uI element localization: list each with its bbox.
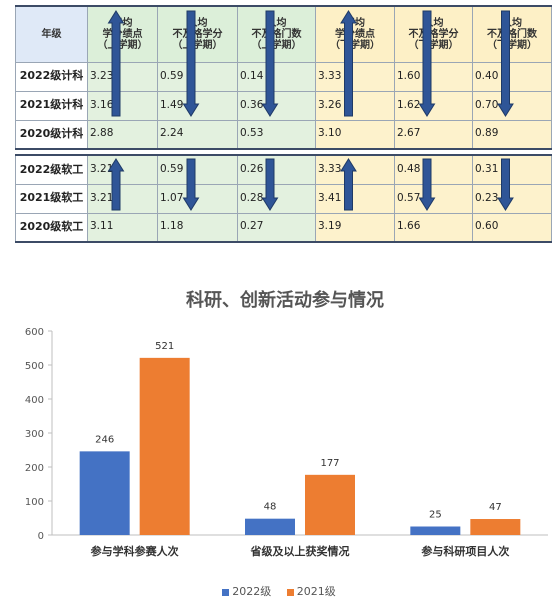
data-label: 177 bbox=[320, 458, 339, 469]
category-label: 参与学科参赛人次 bbox=[91, 544, 179, 558]
activity-chart: 科研、创新活动参与情况 0 100 200 300 400 500 600 246 521 参与学… bbox=[0, 280, 558, 599]
table-cell: 3.21 bbox=[87, 183, 158, 214]
bar-2022级 bbox=[410, 526, 461, 535]
header-fail-courses-first: 人均 不及格门数 （上学期） bbox=[237, 5, 316, 63]
data-label: 47 bbox=[489, 502, 502, 513]
header-year: 年级 bbox=[15, 5, 88, 63]
table-cell: 3.26 bbox=[315, 90, 395, 121]
header-fail-credits-first: 人均 不及格学分 （上学期） bbox=[157, 5, 238, 63]
table-cell: 0.53 bbox=[237, 119, 316, 150]
data-label: 48 bbox=[264, 502, 277, 513]
y-tick-label: 600 bbox=[25, 327, 44, 338]
chart-title: 科研、创新活动参与情况 bbox=[186, 290, 384, 311]
legend-item-2021: 2021级 bbox=[286, 583, 336, 599]
table-row: 2022级计科 3.23 0.59 0.14 3.33 1.60 0.40 bbox=[15, 61, 552, 92]
chart-plot: 0 100 200 300 400 500 600 246 521 参与学科参赛人次 48 177 省级… bbox=[25, 327, 548, 558]
table-cell: 3.33 bbox=[315, 61, 395, 92]
bar-2021级 bbox=[305, 474, 355, 535]
data-label: 246 bbox=[95, 434, 114, 445]
y-tick-label: 500 bbox=[25, 361, 44, 372]
table-cell: 3.23 bbox=[87, 61, 158, 92]
table-cell: 1.07 bbox=[157, 183, 238, 214]
table-cell: 0.59 bbox=[157, 154, 238, 185]
header-fail-courses-second: 人均 不及格门数 （下学期） bbox=[472, 5, 552, 63]
legend-swatch-2022 bbox=[222, 588, 230, 596]
table-cell: 3.41 bbox=[315, 183, 395, 214]
table-cell: 0.31 bbox=[472, 154, 552, 185]
data-label: 25 bbox=[429, 510, 442, 521]
row-label: 2020级软工 bbox=[15, 212, 88, 243]
score-tables: 年级 平均 学分绩点 （上学期） 人均 不及格学分 （上学期） 人均 不及格门数 （上学期）… bbox=[15, 5, 552, 243]
legend-item-2022: 2022级 bbox=[222, 583, 271, 599]
table-cell: 0.48 bbox=[394, 154, 473, 185]
table-cell: 2.88 bbox=[87, 119, 158, 150]
row-label: 2021级软工 bbox=[15, 183, 88, 214]
table-cell: 0.89 bbox=[472, 119, 552, 150]
table-row: 2021级计科 3.16 1.49 0.36 3.26 1.62 0.70 bbox=[15, 90, 552, 121]
category-label: 参与科研项目人次 bbox=[421, 544, 509, 558]
table-cell: 0.70 bbox=[472, 90, 552, 121]
row-label: 2021级计科 bbox=[15, 90, 88, 121]
y-tick-label: 200 bbox=[25, 463, 44, 474]
table-cell: 0.60 bbox=[472, 212, 552, 243]
table-cell: 2.67 bbox=[394, 119, 473, 150]
row-label: 2022级计科 bbox=[15, 61, 88, 92]
table-row: 2021级软工 3.21 1.07 0.28 3.41 0.57 0.23 bbox=[15, 183, 552, 214]
header-gpa-second: 平均 学分绩点 （下学期） bbox=[315, 5, 395, 63]
table-row: 2022级软工 3.21 0.59 0.26 3.33 0.48 0.31 bbox=[15, 154, 552, 185]
header-gpa-first: 平均 学分绩点 （上学期） bbox=[87, 5, 158, 63]
table-cell: 0.27 bbox=[237, 212, 316, 243]
header-row: 年级 平均 学分绩点 （上学期） 人均 不及格学分 （上学期） 人均 不及格门数 （上学期）… bbox=[15, 5, 552, 63]
table-cell: 0.14 bbox=[237, 61, 316, 92]
table-cell: 1.62 bbox=[394, 90, 473, 121]
se-table: 2022级软工 3.21 0.59 0.26 3.33 0.48 0.31 2021级软工 3.… bbox=[15, 154, 552, 243]
table-row: 2020级软工 3.11 1.18 0.27 3.19 1.66 0.60 bbox=[15, 212, 552, 243]
table-cell: 0.26 bbox=[237, 154, 316, 185]
table-cell: 0.57 bbox=[394, 183, 473, 214]
row-label: 2020级计科 bbox=[15, 119, 88, 150]
data-label: 521 bbox=[155, 341, 174, 352]
y-tick-label: 400 bbox=[25, 395, 44, 406]
y-tick-label: 100 bbox=[25, 497, 44, 508]
table-cell: 3.10 bbox=[315, 119, 395, 150]
cs-table: 年级 平均 学分绩点 （上学期） 人均 不及格学分 （上学期） 人均 不及格门数 （上学期）… bbox=[15, 5, 552, 150]
y-tick-label: 300 bbox=[25, 429, 44, 440]
table-cell: 1.49 bbox=[157, 90, 238, 121]
table-cell: 0.28 bbox=[237, 183, 316, 214]
table-cell: 3.11 bbox=[87, 212, 158, 243]
bar-2021级 bbox=[139, 357, 190, 535]
table-cell: 1.66 bbox=[394, 212, 473, 243]
table-cell: 3.19 bbox=[315, 212, 395, 243]
table-cell: 3.21 bbox=[87, 154, 158, 185]
table-cell: 3.33 bbox=[315, 154, 395, 185]
y-tick-label: 0 bbox=[38, 531, 44, 542]
bar-2022级 bbox=[245, 518, 295, 535]
legend: 2022级 2021级 bbox=[0, 583, 558, 599]
bar-2022级 bbox=[79, 451, 130, 535]
header-fail-credits-second: 人均 不及格学分 （下学期） bbox=[394, 5, 473, 63]
legend-swatch-2021 bbox=[286, 588, 294, 596]
bar-2021级 bbox=[470, 519, 521, 535]
table-cell: 1.18 bbox=[157, 212, 238, 243]
table-cell: 3.16 bbox=[87, 90, 158, 121]
table-cell: 0.40 bbox=[472, 61, 552, 92]
table-row: 2020级计科 2.88 2.24 0.53 3.10 2.67 0.89 bbox=[15, 119, 552, 150]
table-cell: 1.60 bbox=[394, 61, 473, 92]
table-cell: 0.59 bbox=[157, 61, 238, 92]
table-cell: 0.23 bbox=[472, 183, 552, 214]
category-label: 省级及以上获奖情况 bbox=[250, 544, 350, 558]
table-cell: 2.24 bbox=[157, 119, 238, 150]
row-label: 2022级软工 bbox=[15, 154, 88, 185]
table-cell: 0.36 bbox=[237, 90, 316, 121]
